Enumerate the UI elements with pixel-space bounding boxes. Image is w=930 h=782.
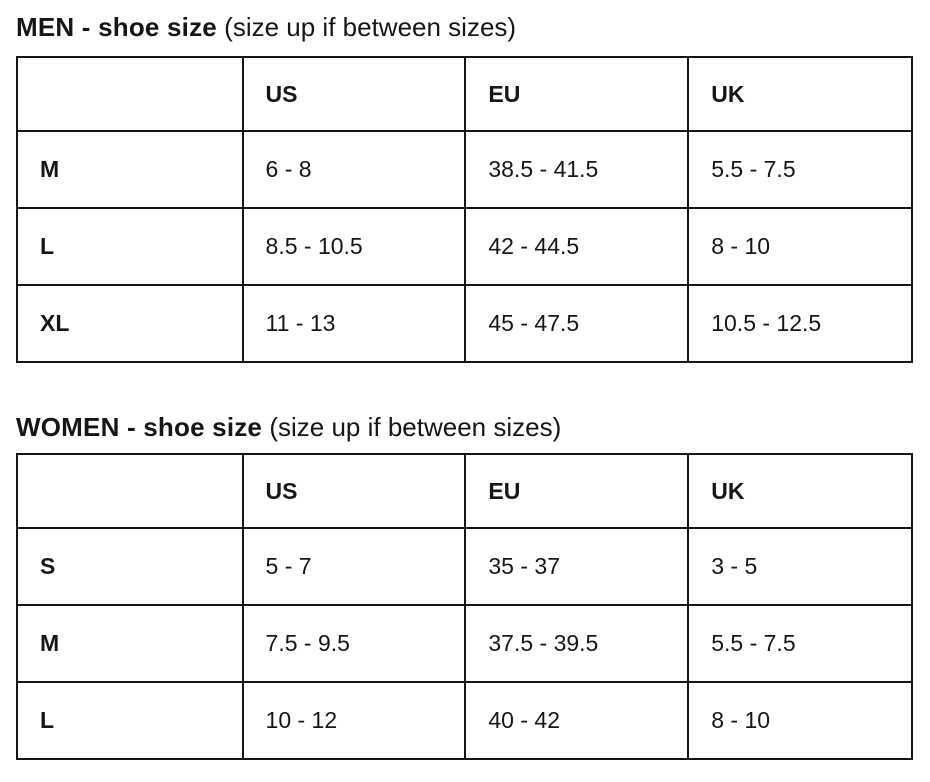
women-m-uk-value: 5.5 - 7.5 [687, 604, 913, 683]
men-title-note: (size up if between sizes) [224, 12, 517, 42]
women-header-eu: EU [464, 453, 690, 529]
women-l-uk-value: 8 - 10 [687, 681, 913, 760]
men-row-label-l: L [16, 207, 244, 286]
women-s-us-value: 5 - 7 [241, 527, 467, 606]
women-m-us-value: 7.5 - 9.5 [241, 604, 467, 683]
women-title-text: WOMEN - shoe size [16, 412, 263, 442]
women-row-label-s: S [16, 527, 244, 606]
men-l-eu-value: 42 - 44.5 [464, 207, 690, 286]
women-header-row: US EU UK [16, 453, 913, 529]
men-title-text: MEN - shoe size [16, 12, 217, 42]
men-header-eu: EU [464, 56, 690, 132]
table-row: XL 11 - 13 45 - 47.5 10.5 - 12.5 [16, 284, 913, 363]
men-shoe-size-section: MEN - shoe size (size up if between size… [16, 0, 913, 363]
women-section-title: WOMEN - shoe size (size up if between si… [16, 363, 913, 453]
women-title-note: (size up if between sizes) [269, 412, 562, 442]
women-shoe-size-section: WOMEN - shoe size (size up if between si… [16, 363, 913, 760]
men-header-uk: UK [687, 56, 913, 132]
men-header-us: US [241, 56, 467, 132]
table-row: L 8.5 - 10.5 42 - 44.5 8 - 10 [16, 207, 913, 286]
women-row-label-m: M [16, 604, 244, 683]
men-row-label-xl: XL [16, 284, 244, 363]
men-xl-uk-value: 10.5 - 12.5 [687, 284, 913, 363]
men-header-empty-cell [16, 56, 244, 132]
women-header-empty-cell [16, 453, 244, 529]
men-size-table: US EU UK M 6 - 8 38.5 - 41.5 5.5 - 7.5 L… [16, 56, 913, 363]
women-l-eu-value: 40 - 42 [464, 681, 690, 760]
men-l-us-value: 8.5 - 10.5 [241, 207, 467, 286]
women-size-table: US EU UK S 5 - 7 35 - 37 3 - 5 M 7.5 - 9… [16, 453, 913, 760]
table-row: M 6 - 8 38.5 - 41.5 5.5 - 7.5 [16, 130, 913, 209]
women-row-label-l: L [16, 681, 244, 760]
table-row: L 10 - 12 40 - 42 8 - 10 [16, 681, 913, 760]
women-s-uk-value: 3 - 5 [687, 527, 913, 606]
men-section-title: MEN - shoe size (size up if between size… [16, 0, 913, 56]
men-xl-us-value: 11 - 13 [241, 284, 467, 363]
women-l-us-value: 10 - 12 [241, 681, 467, 760]
men-m-us-value: 6 - 8 [241, 130, 467, 209]
men-m-eu-value: 38.5 - 41.5 [464, 130, 690, 209]
size-chart-page: MEN - shoe size (size up if between size… [16, 0, 913, 760]
men-l-uk-value: 8 - 10 [687, 207, 913, 286]
men-xl-eu-value: 45 - 47.5 [464, 284, 690, 363]
table-row: S 5 - 7 35 - 37 3 - 5 [16, 527, 913, 606]
table-row: M 7.5 - 9.5 37.5 - 39.5 5.5 - 7.5 [16, 604, 913, 683]
women-header-us: US [241, 453, 467, 529]
women-s-eu-value: 35 - 37 [464, 527, 690, 606]
women-m-eu-value: 37.5 - 39.5 [464, 604, 690, 683]
men-header-row: US EU UK [16, 56, 913, 132]
men-m-uk-value: 5.5 - 7.5 [687, 130, 913, 209]
women-header-uk: UK [687, 453, 913, 529]
men-row-label-m: M [16, 130, 244, 209]
